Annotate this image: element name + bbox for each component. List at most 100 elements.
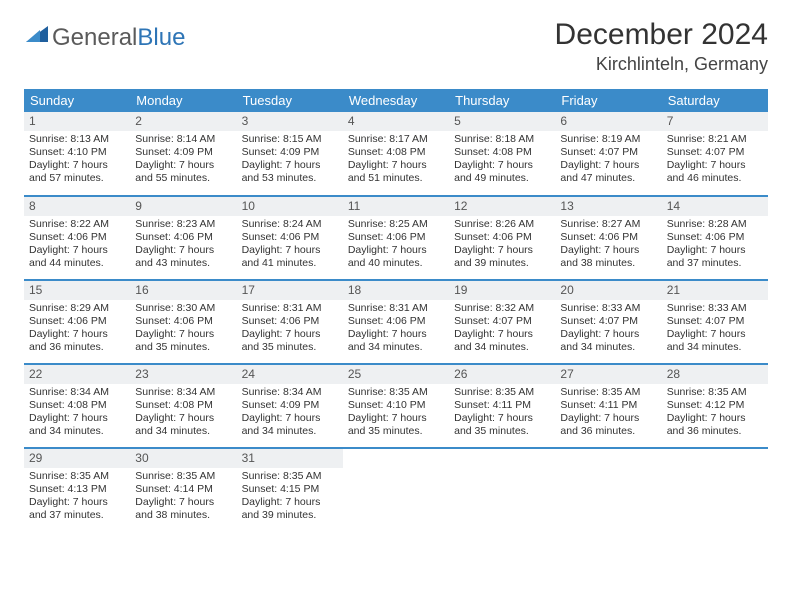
calendar-body: 1Sunrise: 8:13 AMSunset: 4:10 PMDaylight… bbox=[24, 112, 768, 532]
day-body: Sunrise: 8:30 AMSunset: 4:06 PMDaylight:… bbox=[130, 300, 236, 359]
daylight-text: Daylight: 7 hours and 51 minutes. bbox=[348, 159, 444, 185]
daylight-text: Daylight: 7 hours and 49 minutes. bbox=[454, 159, 550, 185]
day-number: 3 bbox=[237, 112, 343, 131]
sunrise-text: Sunrise: 8:19 AM bbox=[560, 133, 656, 146]
daylight-text: Daylight: 7 hours and 34 minutes. bbox=[454, 328, 550, 354]
day-number: 29 bbox=[24, 449, 130, 468]
day-body: Sunrise: 8:13 AMSunset: 4:10 PMDaylight:… bbox=[24, 131, 130, 190]
sunset-text: Sunset: 4:06 PM bbox=[29, 315, 125, 328]
day-number: 10 bbox=[237, 197, 343, 216]
day-number: 4 bbox=[343, 112, 449, 131]
sunset-text: Sunset: 4:07 PM bbox=[454, 315, 550, 328]
day-number: 11 bbox=[343, 197, 449, 216]
sunrise-text: Sunrise: 8:29 AM bbox=[29, 302, 125, 315]
sunset-text: Sunset: 4:10 PM bbox=[29, 146, 125, 159]
day-body: Sunrise: 8:28 AMSunset: 4:06 PMDaylight:… bbox=[662, 216, 768, 275]
calendar-cell: 9Sunrise: 8:23 AMSunset: 4:06 PMDaylight… bbox=[130, 196, 236, 280]
day-body: Sunrise: 8:27 AMSunset: 4:06 PMDaylight:… bbox=[555, 216, 661, 275]
sunset-text: Sunset: 4:06 PM bbox=[135, 231, 231, 244]
daylight-text: Daylight: 7 hours and 40 minutes. bbox=[348, 244, 444, 270]
calendar-row: 15Sunrise: 8:29 AMSunset: 4:06 PMDayligh… bbox=[24, 280, 768, 364]
day-number: 23 bbox=[130, 365, 236, 384]
calendar-row: 29Sunrise: 8:35 AMSunset: 4:13 PMDayligh… bbox=[24, 448, 768, 532]
day-number: 5 bbox=[449, 112, 555, 131]
sunrise-text: Sunrise: 8:35 AM bbox=[242, 470, 338, 483]
sunset-text: Sunset: 4:10 PM bbox=[348, 399, 444, 412]
sunrise-text: Sunrise: 8:24 AM bbox=[242, 218, 338, 231]
logo: GeneralBlue bbox=[24, 24, 185, 51]
sunset-text: Sunset: 4:11 PM bbox=[560, 399, 656, 412]
sunset-text: Sunset: 4:12 PM bbox=[667, 399, 763, 412]
day-body: Sunrise: 8:23 AMSunset: 4:06 PMDaylight:… bbox=[130, 216, 236, 275]
daylight-text: Daylight: 7 hours and 53 minutes. bbox=[242, 159, 338, 185]
calendar-cell: 25Sunrise: 8:35 AMSunset: 4:10 PMDayligh… bbox=[343, 364, 449, 448]
day-body: Sunrise: 8:31 AMSunset: 4:06 PMDaylight:… bbox=[237, 300, 343, 359]
sunset-text: Sunset: 4:08 PM bbox=[454, 146, 550, 159]
weekday-header: Monday bbox=[130, 89, 236, 112]
calendar-cell: 7Sunrise: 8:21 AMSunset: 4:07 PMDaylight… bbox=[662, 112, 768, 196]
daylight-text: Daylight: 7 hours and 35 minutes. bbox=[242, 328, 338, 354]
logo-text: GeneralBlue bbox=[52, 26, 185, 50]
day-number: 12 bbox=[449, 197, 555, 216]
day-body: Sunrise: 8:15 AMSunset: 4:09 PMDaylight:… bbox=[237, 131, 343, 190]
day-number: 28 bbox=[662, 365, 768, 384]
day-number: 31 bbox=[237, 449, 343, 468]
day-number: 13 bbox=[555, 197, 661, 216]
calendar-cell bbox=[662, 448, 768, 532]
calendar-cell: 16Sunrise: 8:30 AMSunset: 4:06 PMDayligh… bbox=[130, 280, 236, 364]
day-number: 1 bbox=[24, 112, 130, 131]
sunset-text: Sunset: 4:09 PM bbox=[135, 146, 231, 159]
day-number: 15 bbox=[24, 281, 130, 300]
sunrise-text: Sunrise: 8:34 AM bbox=[135, 386, 231, 399]
daylight-text: Daylight: 7 hours and 34 minutes. bbox=[560, 328, 656, 354]
sunrise-text: Sunrise: 8:31 AM bbox=[348, 302, 444, 315]
sunrise-text: Sunrise: 8:21 AM bbox=[667, 133, 763, 146]
sunrise-text: Sunrise: 8:35 AM bbox=[29, 470, 125, 483]
daylight-text: Daylight: 7 hours and 41 minutes. bbox=[242, 244, 338, 270]
day-number: 9 bbox=[130, 197, 236, 216]
weekday-header: Tuesday bbox=[237, 89, 343, 112]
day-number: 22 bbox=[24, 365, 130, 384]
calendar-cell: 8Sunrise: 8:22 AMSunset: 4:06 PMDaylight… bbox=[24, 196, 130, 280]
calendar-cell: 3Sunrise: 8:15 AMSunset: 4:09 PMDaylight… bbox=[237, 112, 343, 196]
sunrise-text: Sunrise: 8:35 AM bbox=[454, 386, 550, 399]
sunset-text: Sunset: 4:13 PM bbox=[29, 483, 125, 496]
weekday-header: Sunday bbox=[24, 89, 130, 112]
sunset-text: Sunset: 4:11 PM bbox=[454, 399, 550, 412]
daylight-text: Daylight: 7 hours and 38 minutes. bbox=[560, 244, 656, 270]
daylight-text: Daylight: 7 hours and 47 minutes. bbox=[560, 159, 656, 185]
weekday-header: Friday bbox=[555, 89, 661, 112]
day-body: Sunrise: 8:34 AMSunset: 4:09 PMDaylight:… bbox=[237, 384, 343, 443]
sunrise-text: Sunrise: 8:35 AM bbox=[560, 386, 656, 399]
daylight-text: Daylight: 7 hours and 55 minutes. bbox=[135, 159, 231, 185]
calendar-cell: 21Sunrise: 8:33 AMSunset: 4:07 PMDayligh… bbox=[662, 280, 768, 364]
calendar-cell: 4Sunrise: 8:17 AMSunset: 4:08 PMDaylight… bbox=[343, 112, 449, 196]
day-body: Sunrise: 8:34 AMSunset: 4:08 PMDaylight:… bbox=[130, 384, 236, 443]
calendar-cell bbox=[449, 448, 555, 532]
day-number: 16 bbox=[130, 281, 236, 300]
day-body: Sunrise: 8:29 AMSunset: 4:06 PMDaylight:… bbox=[24, 300, 130, 359]
page-title: December 2024 bbox=[555, 18, 768, 52]
sunrise-text: Sunrise: 8:33 AM bbox=[560, 302, 656, 315]
day-body: Sunrise: 8:17 AMSunset: 4:08 PMDaylight:… bbox=[343, 131, 449, 190]
calendar-cell: 18Sunrise: 8:31 AMSunset: 4:06 PMDayligh… bbox=[343, 280, 449, 364]
sunset-text: Sunset: 4:06 PM bbox=[348, 315, 444, 328]
calendar-cell: 2Sunrise: 8:14 AMSunset: 4:09 PMDaylight… bbox=[130, 112, 236, 196]
calendar-row: 22Sunrise: 8:34 AMSunset: 4:08 PMDayligh… bbox=[24, 364, 768, 448]
calendar-head: SundayMondayTuesdayWednesdayThursdayFrid… bbox=[24, 89, 768, 112]
calendar-cell: 26Sunrise: 8:35 AMSunset: 4:11 PMDayligh… bbox=[449, 364, 555, 448]
calendar-cell: 24Sunrise: 8:34 AMSunset: 4:09 PMDayligh… bbox=[237, 364, 343, 448]
day-number: 21 bbox=[662, 281, 768, 300]
day-body: Sunrise: 8:21 AMSunset: 4:07 PMDaylight:… bbox=[662, 131, 768, 190]
calendar-cell: 13Sunrise: 8:27 AMSunset: 4:06 PMDayligh… bbox=[555, 196, 661, 280]
sunrise-text: Sunrise: 8:35 AM bbox=[667, 386, 763, 399]
daylight-text: Daylight: 7 hours and 35 minutes. bbox=[454, 412, 550, 438]
daylight-text: Daylight: 7 hours and 34 minutes. bbox=[29, 412, 125, 438]
daylight-text: Daylight: 7 hours and 57 minutes. bbox=[29, 159, 125, 185]
sunset-text: Sunset: 4:06 PM bbox=[29, 231, 125, 244]
weekday-header: Thursday bbox=[449, 89, 555, 112]
daylight-text: Daylight: 7 hours and 34 minutes. bbox=[348, 328, 444, 354]
sunset-text: Sunset: 4:07 PM bbox=[560, 146, 656, 159]
day-number: 20 bbox=[555, 281, 661, 300]
daylight-text: Daylight: 7 hours and 34 minutes. bbox=[135, 412, 231, 438]
